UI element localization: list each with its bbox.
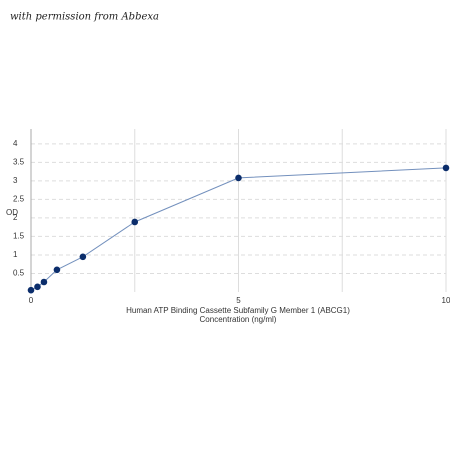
data-point [79, 253, 87, 261]
y-axis-label: OD [6, 208, 18, 217]
data-point [442, 164, 450, 172]
x-axis-unit: Concentration (ng/ml) [200, 315, 277, 324]
data-point [40, 278, 48, 286]
y-tick-label: 1.5 [13, 232, 25, 241]
y-tick-label: 0.5 [13, 269, 25, 278]
y-tick-label: 3 [13, 176, 18, 185]
x-axis-label: Human ATP Binding Cassette Subfamily G M… [126, 306, 350, 315]
watermark: with permission from Abbexa [10, 12, 159, 23]
data-point [34, 283, 41, 291]
x-tick-label: 5 [236, 296, 241, 305]
y-tick-label: 1 [13, 250, 18, 259]
x-tick-label: 0 [29, 296, 34, 305]
data-point [131, 218, 139, 226]
data-point [235, 174, 242, 182]
data-point [27, 286, 35, 294]
y-tick-label: 2 [13, 213, 18, 222]
y-tick-label: 2.5 [13, 194, 25, 203]
x-tick-label: 10 [442, 296, 450, 305]
y-tick-label: 3.5 [13, 157, 25, 166]
data-point [53, 266, 61, 274]
y-tick-label: 4 [13, 139, 18, 148]
